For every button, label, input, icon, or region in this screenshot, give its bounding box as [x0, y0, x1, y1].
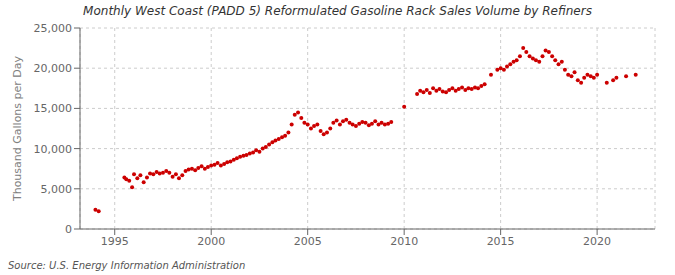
svg-text:15,000: 15,000: [34, 102, 73, 115]
svg-text:2010: 2010: [390, 235, 418, 248]
svg-text:2000: 2000: [197, 235, 225, 248]
svg-text:Thousand Gallons per Day: Thousand Gallons per Day: [11, 55, 24, 202]
html-text:Source: U.S. Energy Informatio: Source: U.S. Energy Information Administ…: [8, 260, 246, 271]
html-text:Monthly West Coast (PADD 5) Re: Monthly West Coast (PADD 5) Reformulated…: [83, 4, 592, 18]
svg-text:2015: 2015: [487, 235, 515, 248]
svg-text:2005: 2005: [294, 235, 322, 248]
svg-text:25,000: 25,000: [34, 22, 73, 35]
svg-text:2020: 2020: [583, 235, 611, 248]
svg-text:20,000: 20,000: [34, 62, 73, 75]
svg-text:10,000: 10,000: [34, 143, 73, 156]
svg-text:1995: 1995: [101, 235, 129, 248]
svg-text:5,000: 5,000: [41, 183, 73, 196]
svg-text:0: 0: [65, 223, 72, 236]
